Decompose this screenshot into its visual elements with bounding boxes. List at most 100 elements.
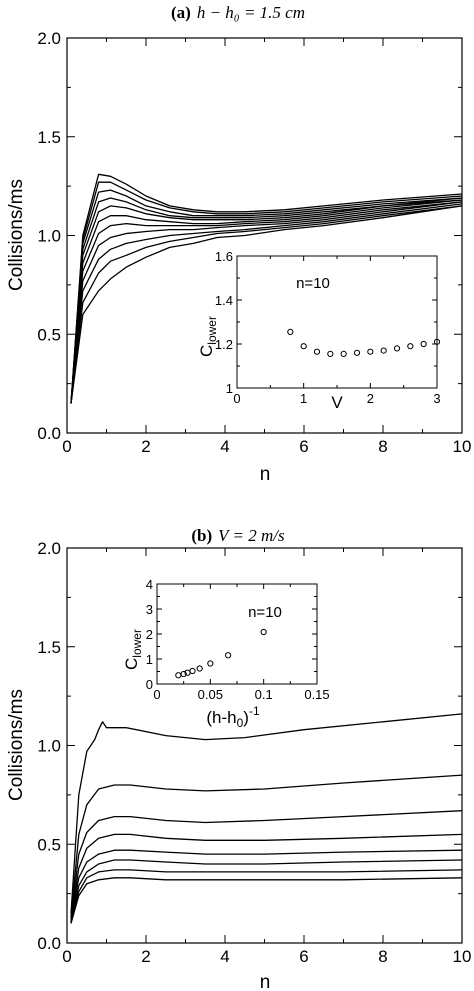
y-tick-label: 1.0 [37,227,61,246]
panel-a-title-label: (a) [171,3,191,22]
x-tick-label: 6 [299,947,308,966]
panel-a-y-tick-labels: 0.0 0.5 1.0 1.5 2.0 [37,29,61,443]
x-tick-label: 8 [378,437,387,456]
inset-y-tick-label: 1 [226,381,233,396]
panel-a-title: (a) h − h₀ = 1.5 cm [171,3,305,22]
panel-b-inset-x-label-sub: 0 [237,716,244,730]
series-line-4 [70,197,463,404]
panel-a-x-axis-label: n [260,464,271,485]
x-tick-label: 8 [378,947,387,966]
panel-a-inset-frame [236,255,438,389]
panel-b-inset-ticks [156,583,318,685]
panel-a-title-math: h − h₀ = 1.5 cm [197,3,305,22]
inset-x-tick-label: 0 [233,391,240,406]
inset-data-point [207,660,214,667]
panel-b-ticks [66,547,463,944]
panel-b-series-lines [70,713,463,924]
inset-y-tick-label: 1 [146,652,153,667]
inset-x-tick-label: 1 [300,391,307,406]
inset-x-tick-label: 0.05 [198,687,223,702]
panel-b-title-math: V = 2 m/s [218,526,285,545]
panel-b-inset-y-tick-labels: 0 1 2 3 4 [146,577,153,692]
panel-b-inset-x-label-main: (h-h [206,708,236,727]
x-tick-label: 0 [62,437,71,456]
inset-x-tick-label: 0.1 [255,687,273,702]
inset-y-tick-label: 0 [146,677,153,692]
series-line-5 [70,199,463,404]
y-tick-label: 0.0 [37,934,61,953]
series-line-6 [70,859,463,924]
panel-a-inset-y-label-main: C [197,345,216,357]
x-tick-label: 0 [62,947,71,966]
series-line-11 [70,205,463,404]
y-tick-label: 1.5 [37,128,61,147]
panel-b-inset-x-axis-label: (h-h0)-1 [206,704,260,730]
x-tick-label: 6 [299,437,308,456]
panel-b-inset-annotation: n=10 [248,604,282,621]
y-tick-label: 1.5 [37,638,61,657]
inset-x-tick-label: 3 [433,391,440,406]
series-line-3 [70,189,463,404]
panel-a-ticks [66,37,463,434]
inset-y-tick-label: 1.6 [215,249,233,264]
series-line-8 [70,201,463,404]
series-line-1 [70,713,463,914]
x-tick-label: 4 [220,947,229,966]
series-line-2 [70,181,463,404]
panel-a-y-axis-label: Collisions/ms [6,179,27,291]
series-line-3 [70,810,463,920]
inset-y-tick-label: 1.4 [215,293,233,308]
inset-data-point [407,343,414,350]
inset-data-point [327,350,334,357]
y-tick-label: 2.0 [37,539,61,558]
inset-data-point [393,345,401,352]
y-tick-label: 0.5 [37,325,61,344]
panel-b-inset-x-tick-labels: 0 0.05 0.1 0.15 [153,687,329,702]
panel-b-title: (b) V = 2 m/s [191,526,285,545]
panel-b-x-axis-label: n [260,972,271,991]
panel-a-inset-x-tick-labels: 0 1 2 3 [233,391,440,406]
inset-data-point [433,338,441,345]
series-line-6 [70,199,463,404]
inset-data-point [300,343,307,350]
panel-b-inset-x-label-end: ) [243,708,249,727]
panel-b-inset-y-label-main: C [122,658,141,670]
inset-data-point [340,350,347,357]
inset-data-point [367,348,374,355]
panel-b-y-tick-labels: 0.0 0.5 1.0 1.5 2.0 [37,539,61,953]
y-tick-label: 1.0 [37,737,61,756]
series-line-4 [70,833,463,922]
inset-y-tick-label: 3 [146,602,153,617]
panel-b-inset-y-axis-label: Clower [122,629,144,670]
y-tick-label: 0.5 [37,835,61,854]
panel-b-x-tick-labels: 0 2 4 6 8 10 [62,947,471,966]
panel-a-series-lines [70,173,463,404]
inset-data-point [196,665,203,672]
y-tick-label: 2.0 [37,29,61,48]
panel-a-inset-x-axis-label: V [331,393,343,412]
panel-a-inset-annotation: n=10 [296,275,330,292]
inset-data-point [260,628,267,636]
series-line-2 [70,774,463,918]
panel-a-inset-ticks [236,255,438,389]
panel-b-inset-x-label-sup: -1 [249,704,260,718]
series-line-10 [70,205,463,404]
series-line-8 [70,877,463,924]
inset-y-tick-label: 1.2 [215,337,233,352]
inset-x-tick-label: 2 [367,391,374,406]
series-line-7 [70,869,463,924]
panel-b-inset-frame [156,583,318,685]
panel-b-title-label: (b) [191,526,212,545]
series-line-5 [70,849,463,922]
inset-data-point [189,667,196,675]
panel-a-inset-y-label-sub: lower [205,316,219,345]
inset-y-tick-label: 4 [146,577,153,592]
inset-x-tick-label: 0 [153,687,160,702]
inset-data-point [225,652,232,659]
series-line-9 [70,203,463,404]
inset-data-point [380,347,387,354]
series-line-7 [70,201,463,404]
